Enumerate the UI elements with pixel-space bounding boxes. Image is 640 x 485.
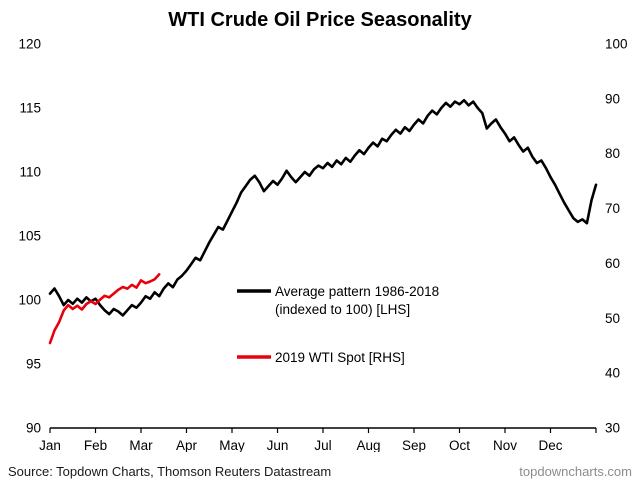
x-tick-label: Jan: [39, 438, 61, 452]
x-tick-label: Jul: [314, 438, 331, 452]
x-tick-label: May: [219, 438, 245, 452]
left-tick-label: 115: [19, 101, 41, 116]
chart-footer: Source: Topdown Charts, Thomson Reuters …: [0, 464, 640, 479]
x-tick-label: Mar: [129, 438, 153, 452]
source-text: Source: Topdown Charts, Thomson Reuters …: [8, 464, 332, 479]
watermark-text: topdowncharts.com: [519, 464, 632, 479]
left-tick-label: 120: [18, 37, 41, 52]
right-tick-label: 60: [605, 256, 620, 271]
right-tick-label: 100: [605, 37, 628, 52]
x-tick-label: Dec: [538, 438, 562, 452]
legend-label-average-line1: Average pattern 1986-2018: [275, 284, 439, 299]
right-tick-label: 70: [605, 201, 620, 216]
series-line-wti-spot: [48, 273, 161, 345]
legend: Average pattern 1986-2018 (indexed to 10…: [237, 284, 439, 365]
x-tick-label: Feb: [84, 438, 107, 452]
left-tick-label: 100: [18, 293, 41, 308]
x-tick-label: Apr: [176, 438, 198, 452]
series-line-average-pattern: [48, 99, 598, 317]
x-tick-label: Nov: [493, 438, 517, 452]
right-tick-label: 50: [605, 311, 620, 326]
legend-label-spot: 2019 WTI Spot [RHS]: [275, 350, 405, 365]
x-tick-label: Oct: [449, 438, 470, 452]
right-tick-label: 90: [605, 91, 620, 106]
right-tick-label: 40: [605, 366, 620, 381]
left-tick-label: 110: [19, 165, 41, 180]
seasonality-chart: WTI Crude Oil Price Seasonality Jan Feb Ma…: [18, 9, 628, 453]
legend-label-average-line2: (indexed to 100) [LHS]: [275, 302, 410, 317]
right-tick-label: 80: [605, 146, 620, 161]
left-tick-label: 90: [26, 421, 41, 436]
right-tick-label: 30: [605, 421, 620, 436]
x-tick-label: Sep: [402, 438, 426, 452]
chart-title: WTI Crude Oil Price Seasonality: [168, 9, 472, 31]
x-tick-label: Jun: [267, 438, 289, 452]
left-tick-label: 95: [26, 357, 41, 372]
left-tick-label: 105: [18, 229, 41, 244]
x-tick-label: Aug: [356, 438, 380, 452]
